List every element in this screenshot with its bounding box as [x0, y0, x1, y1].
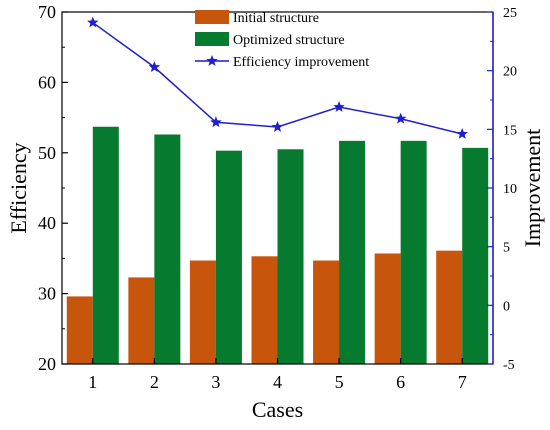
- x-tick-label: 6: [396, 372, 405, 392]
- improvement-point-1: [87, 16, 99, 28]
- initial-bar-2: [128, 277, 155, 364]
- optimized-bar-5: [339, 140, 366, 364]
- x-tick-label: 4: [273, 372, 282, 392]
- optimized-bar-1: [92, 126, 119, 364]
- right-tick-label: -5: [503, 358, 515, 373]
- right-tick-label: 5: [503, 241, 510, 256]
- x-axis-title: Cases: [252, 397, 303, 422]
- improvement-point-6: [394, 112, 407, 124]
- legend: Initial structure Optimized structure Ef…: [195, 10, 369, 70]
- legend-star-marker: [206, 55, 218, 66]
- left-tick-label: 70: [38, 2, 56, 22]
- improvement-point-5: [333, 101, 345, 112]
- initial-bar-7: [436, 250, 463, 364]
- legend-swatch-initial: [195, 10, 229, 24]
- x-tick-label: 1: [88, 372, 97, 392]
- initial-bar-5: [313, 260, 340, 364]
- right-tick-label: 15: [503, 123, 517, 138]
- x-tick-label: 5: [335, 372, 344, 392]
- initial-bar-4: [251, 256, 278, 364]
- legend-label-improvement: Efficiency improvement: [233, 55, 369, 70]
- optimized-bar-2: [154, 134, 181, 364]
- x-tick-label: 7: [458, 372, 467, 392]
- initial-bar-1: [66, 296, 93, 364]
- right-tick-label: 25: [503, 6, 517, 21]
- right-tick-label: 0: [503, 299, 510, 314]
- improvement-point-2: [148, 61, 161, 72]
- y2-axis-title: Improvement: [520, 129, 545, 248]
- left-tick-label: 20: [38, 354, 56, 374]
- improvement-line-layer: [87, 16, 468, 139]
- x-tick-label: 2: [150, 372, 159, 392]
- legend-label-initial: Initial structure: [233, 11, 319, 26]
- left-tick-label: 40: [38, 213, 56, 233]
- right-tick-label: 20: [503, 65, 517, 80]
- optimized-bar-4: [277, 149, 304, 364]
- right-tick-label: 10: [503, 182, 517, 197]
- improvement-point-7: [456, 128, 468, 139]
- left-tick-label: 50: [38, 143, 56, 163]
- left-tick-label: 60: [38, 72, 56, 92]
- optimized-bar-3: [215, 150, 242, 364]
- initial-bar-3: [189, 260, 216, 364]
- left-axis-ticks: 20 30 40 50 60 70: [38, 2, 68, 374]
- legend-swatch-optimized: [195, 32, 229, 46]
- optimized-bar-7: [462, 147, 489, 364]
- x-tick-label: 3: [211, 372, 220, 392]
- x-axis-ticks: 1 2 3 4 5 6 7: [88, 358, 467, 392]
- initial-bar-6: [374, 253, 401, 364]
- optimized-bar-6: [400, 140, 427, 364]
- bars-layer: [66, 126, 489, 364]
- left-tick-label: 30: [38, 284, 56, 304]
- improvement-point-4: [271, 120, 284, 132]
- y-axis-title: Efficiency: [6, 142, 31, 233]
- legend-label-optimized: Optimized structure: [233, 33, 345, 48]
- improvement-point-3: [210, 116, 222, 128]
- right-axis-ticks: -5 0 5 10 15 20 25: [487, 6, 517, 373]
